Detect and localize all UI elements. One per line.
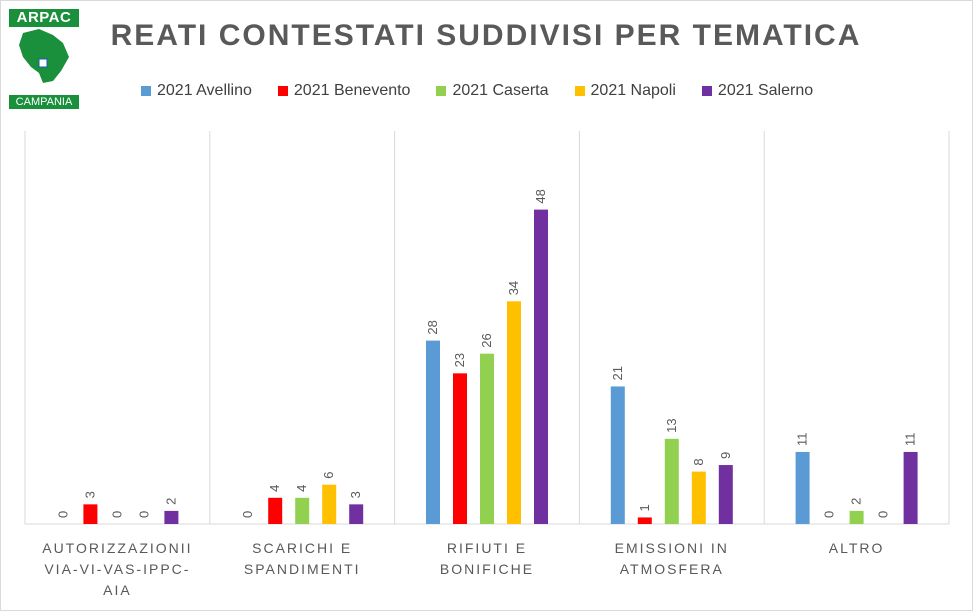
category-label: AIA (103, 582, 132, 598)
legend-item: 2021 Salerno (701, 81, 814, 101)
data-label: 0 (876, 511, 891, 518)
bar (795, 451, 810, 524)
bar (718, 465, 733, 524)
category-label: ATMOSFERA (620, 561, 724, 577)
logo-bottom-text: CAMPANIA (9, 95, 79, 109)
data-label: 0 (822, 511, 837, 518)
data-label: 4 (267, 485, 282, 492)
data-label: 48 (533, 189, 548, 203)
category-label: RIFIUTI E (447, 540, 527, 556)
arpac-logo: ARPAC CAMPANIA (9, 9, 79, 109)
data-label: 0 (55, 511, 70, 518)
bar (664, 438, 679, 524)
bar (453, 373, 467, 524)
category-label: VIA-VI-VAS-IPPC- (44, 561, 190, 577)
data-label: 3 (82, 491, 97, 498)
data-label: 6 (321, 471, 336, 478)
data-label: 28 (425, 320, 440, 334)
data-label: 4 (294, 485, 309, 492)
legend-item: 2021 Avellino (141, 81, 252, 101)
bar (534, 209, 548, 524)
logo-top-text: ARPAC (9, 9, 79, 27)
bar (349, 504, 364, 524)
legend-swatch (277, 86, 288, 96)
chart-title: REATI CONTESTATI SUDDIVISI PER TEMATICA (110, 19, 862, 52)
legend-label: 2021 Benevento (293, 82, 411, 99)
category-label: ALTRO (829, 540, 885, 556)
category-label: AUTORIZZAZIONII (42, 540, 192, 556)
legend-item: 2021 Napoli (574, 81, 676, 101)
data-label: 26 (479, 333, 494, 347)
bar (507, 301, 521, 524)
data-label: 9 (718, 452, 733, 459)
bar (903, 451, 918, 524)
campania-map-icon (19, 29, 69, 83)
category-label: BONIFICHE (440, 561, 534, 577)
data-label: 11 (903, 432, 918, 446)
legend-swatch (436, 86, 447, 96)
bar (268, 497, 283, 524)
legend-swatch (141, 86, 151, 96)
data-label: 0 (109, 511, 124, 518)
data-label: 21 (610, 366, 625, 380)
bar (849, 510, 864, 524)
data-label: 11 (795, 432, 810, 446)
bar (322, 484, 337, 524)
legend-label: 2021 Salerno (717, 82, 814, 99)
data-label: 23 (452, 353, 467, 367)
legend: 2021 Avellino 2021 Benevento 2021 Caserta 2… (141, 81, 813, 101)
data-label: 0 (136, 511, 151, 518)
bar (637, 517, 652, 524)
legend-item: 2021 Benevento (277, 81, 411, 101)
data-label: 13 (664, 418, 679, 432)
bar (426, 340, 440, 524)
bar (83, 504, 98, 524)
bar (610, 386, 625, 524)
legend-label: 2021 Avellino (157, 82, 252, 99)
data-label: 1 (637, 504, 652, 511)
data-label: 34 (506, 281, 521, 295)
data-label: 3 (348, 491, 363, 498)
bar (164, 510, 179, 524)
category-label: SCARICHI E (252, 540, 352, 556)
data-label: 0 (240, 511, 255, 518)
data-label: 2 (163, 498, 178, 505)
category-label: SPANDIMENTI (244, 561, 361, 577)
legend-swatch (701, 86, 712, 96)
bar (295, 497, 310, 524)
data-label: 2 (849, 498, 864, 505)
category-label: EMISSIONI IN (615, 540, 729, 556)
bar (691, 471, 706, 524)
legend-swatch (574, 86, 585, 96)
data-label: 8 (691, 458, 706, 465)
legend-item: 2021 Caserta (436, 81, 549, 101)
bar (480, 353, 494, 524)
legend-label: 2021 Napoli (590, 82, 676, 99)
legend-label: 2021 Caserta (452, 82, 549, 99)
